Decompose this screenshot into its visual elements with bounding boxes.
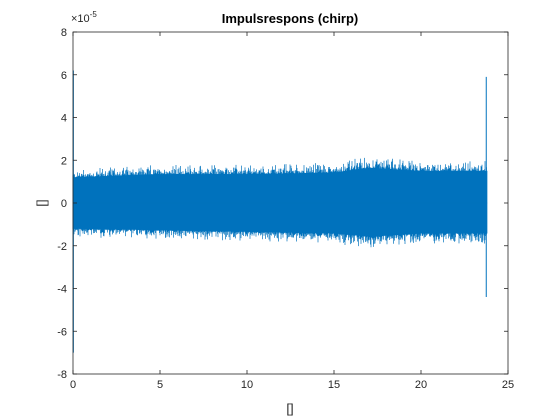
y-axis-exponent-base: ×10 — [71, 13, 90, 25]
x-axis-label: [] — [286, 401, 293, 416]
y-tick-label: 2 — [61, 155, 67, 167]
y-tick-label: 6 — [61, 70, 67, 82]
y-tick-label: -8 — [57, 369, 67, 381]
x-tick-label: 25 — [502, 379, 514, 391]
y-axis-label: [] — [34, 199, 49, 206]
y-tick-label: 0 — [61, 198, 67, 210]
x-tick-label: 0 — [70, 379, 76, 391]
y-tick-label: -4 — [57, 284, 67, 296]
y-tick-label: -6 — [57, 326, 67, 338]
x-tick-label: 10 — [241, 379, 253, 391]
x-tick-label: 15 — [328, 379, 340, 391]
y-axis-exponent-power: -5 — [90, 10, 98, 19]
y-tick-label: -2 — [57, 241, 67, 253]
x-tick-label: 20 — [415, 379, 427, 391]
chart-title: Impulsrespons (chirp) — [222, 11, 359, 26]
y-tick-label: 8 — [61, 27, 67, 39]
x-tick-label: 5 — [157, 379, 163, 391]
y-tick-label: 4 — [61, 113, 67, 125]
